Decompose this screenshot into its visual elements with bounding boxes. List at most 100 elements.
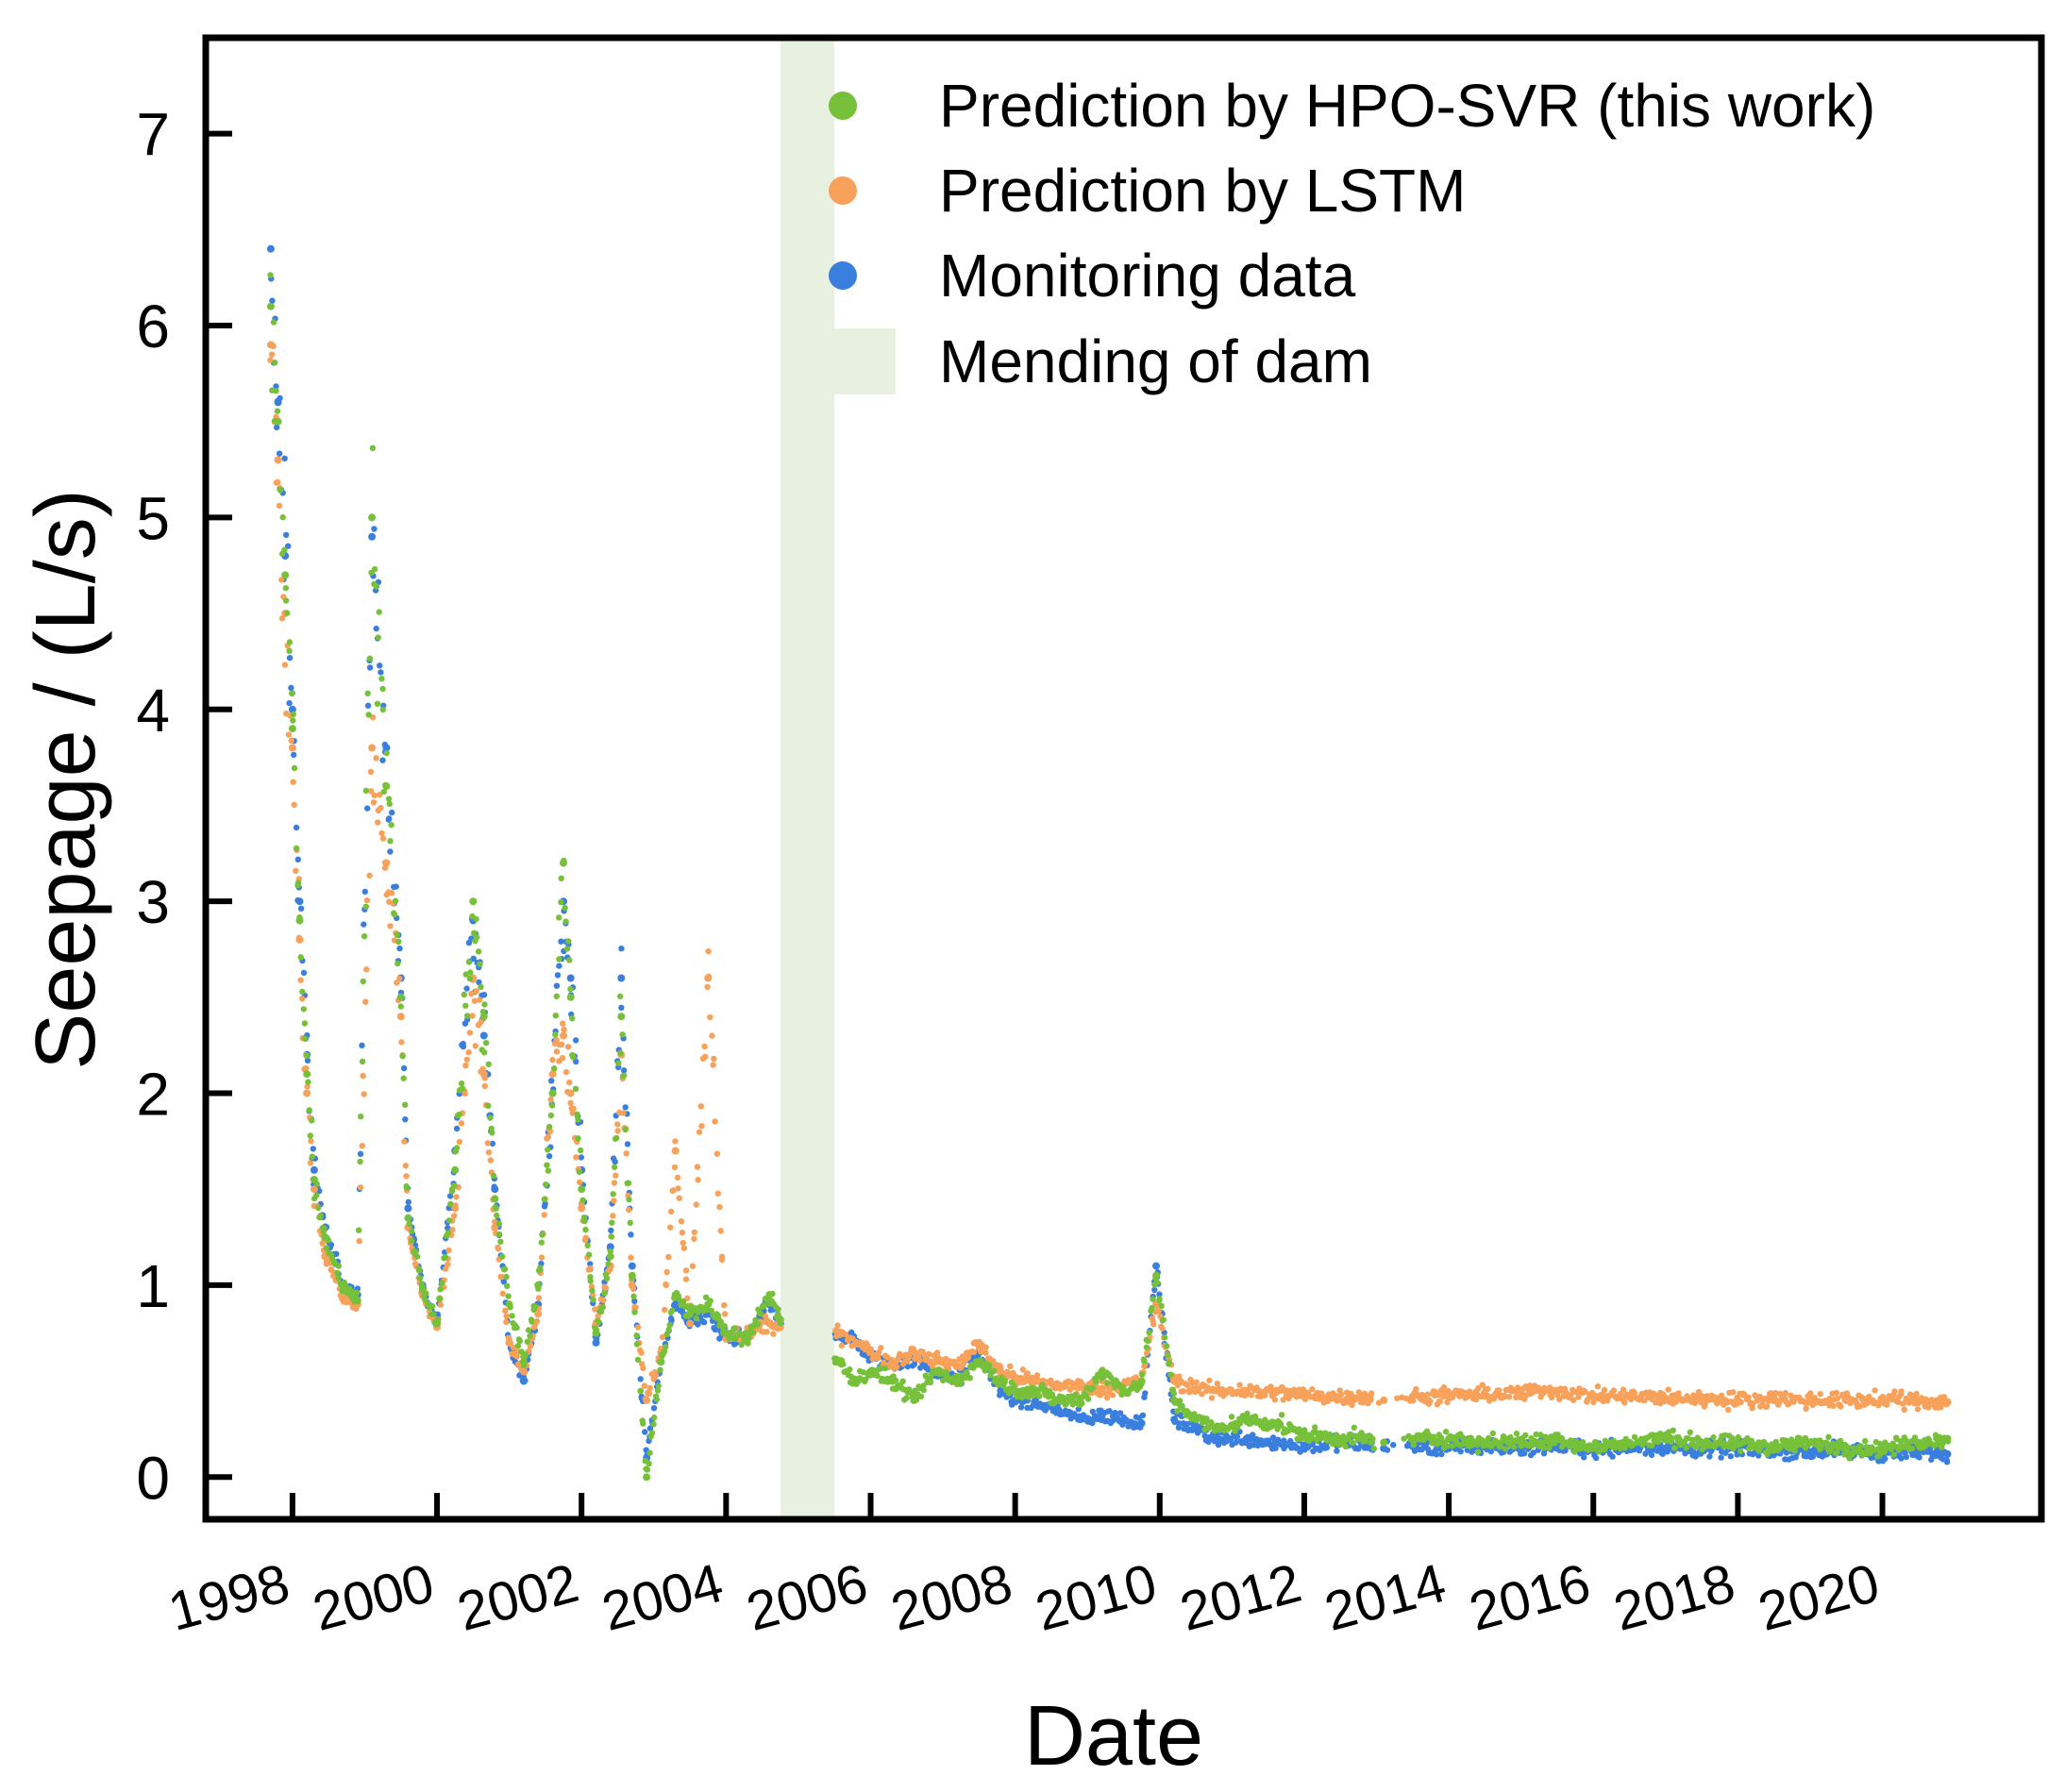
data-point: [1011, 1386, 1019, 1395]
data-point: [765, 1291, 774, 1299]
data-point: [1271, 1438, 1280, 1447]
data-point: [470, 955, 477, 962]
data-point: [1139, 1412, 1147, 1419]
data-point: [1901, 1406, 1907, 1414]
data-point: [776, 1315, 784, 1324]
data-point: [295, 916, 304, 925]
data-point: [1875, 1458, 1882, 1465]
data-point: [288, 744, 296, 752]
data-point: [654, 1387, 662, 1394]
data-point: [1698, 1394, 1706, 1402]
data-point: [1151, 1286, 1158, 1294]
data-point: [291, 801, 297, 808]
data-point: [396, 975, 403, 982]
data-point: [1872, 1387, 1878, 1394]
data-point: [637, 1376, 644, 1382]
data-point: [462, 1063, 469, 1069]
data-point: [1042, 1407, 1049, 1414]
data-point: [404, 1214, 412, 1222]
legend-mending-of-dam-label: Mending of dam: [939, 327, 1372, 395]
data-point: [367, 768, 375, 776]
data-point: [665, 1253, 672, 1261]
data-point: [1112, 1410, 1118, 1416]
data-point: [367, 788, 375, 795]
data-point: [704, 1300, 713, 1309]
data-point: [323, 1245, 330, 1251]
data-point: [552, 1013, 559, 1019]
data-point: [1547, 1384, 1553, 1391]
data-point: [597, 1308, 605, 1315]
data-point: [393, 883, 399, 890]
data-point: [562, 904, 568, 912]
data-point: [618, 1004, 625, 1012]
data-point: [358, 1114, 364, 1120]
data-point: [1192, 1425, 1200, 1433]
data-point: [1533, 1431, 1539, 1438]
data-point: [485, 1149, 493, 1156]
data-point: [1517, 1438, 1525, 1447]
data-point: [469, 1013, 476, 1019]
data-point: [266, 244, 275, 253]
data-point: [643, 1473, 651, 1482]
data-point: [1683, 1445, 1690, 1451]
data-point: [295, 935, 304, 944]
data-point: [1234, 1433, 1241, 1440]
data-point: [282, 597, 290, 604]
data-point: [1735, 1433, 1742, 1441]
data-point: [307, 1160, 314, 1166]
data-point: [1048, 1377, 1054, 1384]
data-point: [1730, 1389, 1737, 1396]
data-point: [437, 1301, 444, 1308]
data-point: [302, 1035, 309, 1043]
data-point: [1278, 1422, 1284, 1429]
data-point: [1502, 1393, 1508, 1400]
x-tick-label-2012: 2012: [1174, 1552, 1307, 1643]
data-point: [634, 1356, 642, 1364]
data-point: [395, 938, 402, 945]
data-point: [965, 1354, 972, 1362]
data-point: [775, 1306, 781, 1313]
data-point: [379, 757, 386, 763]
data-point: [364, 690, 371, 696]
x-tick-label-2002: 2002: [451, 1552, 584, 1643]
data-point: [361, 1091, 367, 1097]
data-point: [1898, 1455, 1905, 1462]
data-point: [1076, 1415, 1084, 1424]
data-point: [852, 1377, 861, 1385]
data-point: [932, 1358, 940, 1366]
data-point: [368, 744, 377, 752]
data-point: [290, 779, 296, 785]
data-point: [1146, 1329, 1152, 1336]
data-point: [953, 1362, 962, 1370]
data-point: [308, 1138, 314, 1145]
data-point: [852, 1338, 861, 1347]
data-point: [361, 888, 368, 896]
data-point: [301, 1020, 309, 1027]
data-point: [303, 1064, 310, 1072]
data-point: [1698, 1438, 1706, 1447]
data-point: [1601, 1386, 1608, 1394]
data-point: [991, 1367, 998, 1375]
data-point: [1791, 1444, 1799, 1451]
data-point: [1436, 1398, 1443, 1405]
data-point: [605, 1261, 612, 1267]
data-point: [277, 487, 284, 494]
data-point: [487, 1114, 494, 1121]
data-point: [1394, 1395, 1401, 1401]
data-point: [387, 923, 394, 929]
data-point: [1438, 1434, 1445, 1441]
data-point: [565, 938, 572, 945]
data-point: [596, 1318, 602, 1326]
data-point: [1594, 1383, 1602, 1390]
data-point: [291, 751, 297, 759]
data-point: [614, 1121, 621, 1128]
data-point: [567, 985, 574, 993]
y-tick-label-2: 2: [136, 1061, 170, 1129]
data-point: [500, 1279, 507, 1285]
data-point: [603, 1275, 611, 1281]
data-point: [1054, 1381, 1063, 1389]
data-point: [578, 1185, 586, 1194]
data-point: [631, 1309, 638, 1315]
data-point: [646, 1449, 653, 1456]
data-point: [1445, 1392, 1453, 1400]
